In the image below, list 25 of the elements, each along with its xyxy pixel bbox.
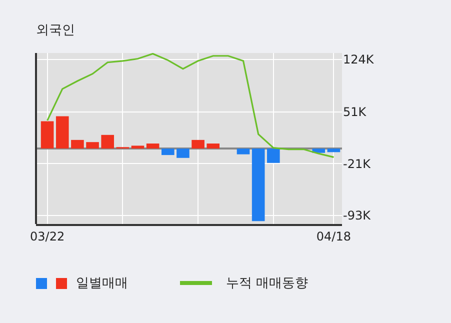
bar — [327, 148, 340, 152]
bar — [40, 121, 54, 149]
legend-label: 일별매매 — [76, 275, 128, 292]
bar — [176, 148, 190, 158]
chart-title: 외국인 — [36, 23, 76, 38]
y-tick-label: -93K — [343, 208, 372, 223]
bar — [101, 134, 114, 149]
y-tick-label: -21K — [343, 156, 372, 171]
legend-label: 누적 매매동향 — [226, 275, 308, 292]
x-tick-label: 04/18 — [316, 229, 352, 244]
x-tick-label: 03/22 — [30, 229, 65, 244]
bar — [236, 148, 250, 154]
line-series — [46, 53, 335, 158]
bar — [131, 146, 144, 149]
bar — [146, 144, 160, 149]
bar — [161, 148, 174, 156]
y-tick-label: 124K — [343, 52, 375, 67]
y-tick-label: 51K — [343, 105, 368, 120]
bar — [252, 148, 265, 222]
bar — [206, 144, 220, 149]
bar — [56, 116, 69, 149]
bar — [71, 140, 84, 149]
bar — [86, 142, 99, 149]
bar — [267, 148, 280, 163]
bar — [192, 140, 204, 149]
